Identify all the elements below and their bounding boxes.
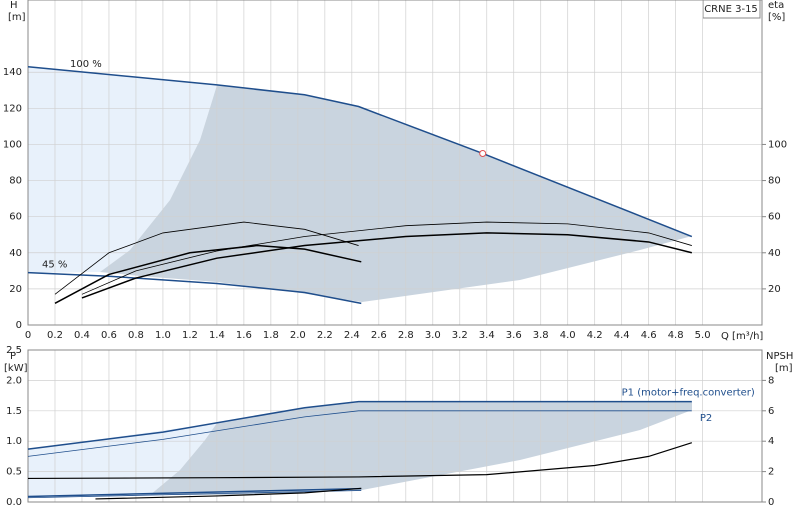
y2-tick-label: 100 xyxy=(768,139,787,150)
chart-title: CRNE 3-15 xyxy=(704,4,758,15)
y-tick-label: 2.5 xyxy=(6,345,22,356)
series-label: 45 % xyxy=(42,260,67,271)
plot-frame xyxy=(27,349,763,503)
title-box xyxy=(702,0,761,19)
x-tick-label: 0.6 xyxy=(101,330,117,341)
series-label: P1 (motor+freq.converter) xyxy=(622,388,755,399)
y2-tick-label: 40 xyxy=(768,248,781,259)
x-tick-label: 1.6 xyxy=(236,330,252,341)
x-tick-label: 3.2 xyxy=(452,330,468,341)
series-label: 100 % xyxy=(70,59,102,70)
y-tick-label: 60 xyxy=(9,212,22,223)
x-tick-label: 0.8 xyxy=(128,330,144,341)
x-label: Q [m³/h] xyxy=(721,331,763,342)
y2-label: NPSH xyxy=(766,351,793,362)
y-tick-label: 40 xyxy=(9,248,22,259)
x-tick-label: 2.6 xyxy=(371,330,387,341)
x-tick-label: 2.2 xyxy=(317,330,333,341)
y-tick-label: 120 xyxy=(3,103,22,114)
curve xyxy=(27,66,693,238)
curve xyxy=(95,487,362,500)
y2-label: eta xyxy=(768,0,784,11)
curve xyxy=(54,244,362,304)
x-tick-label: 4.6 xyxy=(641,330,657,341)
x-tick-label: 4.8 xyxy=(668,330,684,341)
curve xyxy=(27,442,693,480)
curve xyxy=(81,232,693,299)
y-tick-label: 2.0 xyxy=(6,375,22,386)
x-tick-label: 0 xyxy=(25,330,31,341)
x-tick-label: 2.4 xyxy=(344,330,360,341)
x-tick-label: 4.2 xyxy=(587,330,603,341)
y-unit: [kW] xyxy=(4,363,28,374)
x-tick-label: 1.0 xyxy=(155,330,171,341)
shade xyxy=(150,402,692,495)
y-tick-label: 1.0 xyxy=(6,436,22,447)
y2-tick-label: 60 xyxy=(768,212,781,223)
y2-tick-label: 0 xyxy=(768,497,774,508)
y-unit: [m] xyxy=(8,12,26,23)
y-tick-label: 100 xyxy=(3,139,22,150)
shade xyxy=(28,66,217,273)
y-tick-label: 140 xyxy=(3,67,22,78)
plot-frame xyxy=(27,0,763,326)
curve xyxy=(27,410,692,457)
y2-tick-label: 4 xyxy=(768,436,774,447)
y2-unit: [m] xyxy=(775,363,793,374)
y2-tick-label: 2 xyxy=(768,467,774,478)
y-label: H xyxy=(10,0,18,11)
y-tick-label: 20 xyxy=(9,284,22,295)
x-tick-label: 4.4 xyxy=(614,330,630,341)
curve xyxy=(27,487,362,498)
y-tick-label: 80 xyxy=(9,176,22,187)
duty-point xyxy=(479,149,487,157)
y-tick-label: 1.5 xyxy=(6,406,22,417)
y-tick-label: 0.5 xyxy=(6,467,22,478)
x-tick-label: 0.4 xyxy=(74,330,90,341)
x-tick-label: 0.2 xyxy=(47,330,63,341)
y2-tick-label: 20 xyxy=(768,284,781,295)
x-tick-label: 3.6 xyxy=(506,330,522,341)
x-tick-label: 2.8 xyxy=(398,330,414,341)
curve xyxy=(54,221,359,295)
y2-tick-label: 6 xyxy=(768,406,774,417)
shade xyxy=(100,85,692,302)
x-tick-label: 1.8 xyxy=(263,330,279,341)
x-tick-label: 4.0 xyxy=(560,330,576,341)
x-tick-label: 3.0 xyxy=(425,330,441,341)
y2-tick-label: 80 xyxy=(768,176,781,187)
x-tick-label: 3.8 xyxy=(533,330,549,341)
x-tick-label: 1.4 xyxy=(209,330,225,341)
y-label: P xyxy=(10,351,16,362)
x-tick-label: 5.0 xyxy=(695,330,711,341)
y2-unit: [%] xyxy=(768,12,785,23)
series-label: P2 xyxy=(700,413,712,424)
curve xyxy=(27,271,362,305)
y-tick-label: 0 xyxy=(16,320,22,331)
x-tick-label: 1.2 xyxy=(182,330,198,341)
curve xyxy=(81,221,692,295)
y-tick-label: 0.0 xyxy=(6,497,22,508)
x-tick-label: 3.4 xyxy=(479,330,495,341)
curve xyxy=(27,400,692,450)
y2-tick-label: 8 xyxy=(768,375,774,386)
curve xyxy=(27,490,362,499)
x-tick-label: 2.0 xyxy=(290,330,306,341)
